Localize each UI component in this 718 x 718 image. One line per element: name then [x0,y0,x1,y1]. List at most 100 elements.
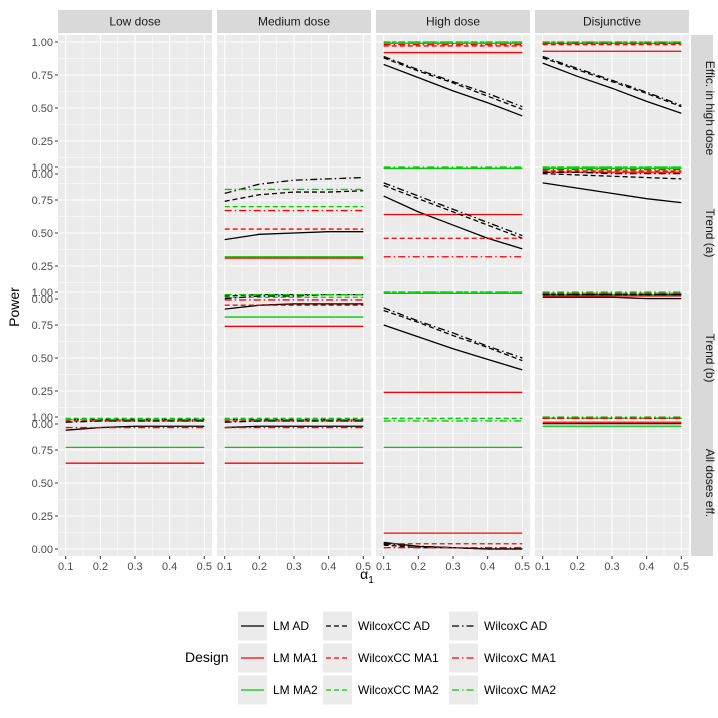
y-tick-label: 0.75 [32,70,53,82]
series-line [383,184,523,239]
x-tick-label: 0.4 [321,561,336,573]
x-tick-label: 0.3 [286,561,301,573]
column-strip [535,10,689,33]
series-line [542,62,682,114]
column-strip [217,10,371,33]
series-line [224,425,364,429]
y-tick-label: 1.00 [32,412,53,424]
facet-panel [376,35,530,181]
y-tick-label: 0.50 [32,478,53,490]
legend-label: WilcoxC MA1 [484,651,556,665]
series-line [383,309,523,362]
facet-panel [58,160,212,306]
facet-panel [217,410,371,556]
x-tick-label: 0.5 [674,561,689,573]
facet-panel [376,410,530,556]
x-tick-label: 0.3 [445,561,460,573]
facet-panel [376,160,530,306]
series-line [542,172,682,180]
facet-panel [535,410,689,556]
x-tick-label: 0.5 [197,561,212,573]
series-line [224,420,364,423]
row-strip [691,410,713,556]
legend: Design LM AD WilcoxCC AD WilcoxC AD LM MA1 W… [185,611,556,705]
x-tick-label: 0.2 [411,561,426,573]
y-tick-label: 1.00 [32,37,53,49]
x-axis-title-subscript: 1 [368,575,374,586]
y-tick-label: 0.75 [32,320,53,332]
legend-title: Design [185,649,229,665]
y-tick-label: 0.00 [32,419,53,431]
y-tick-label: 0.75 [32,195,53,207]
y-tick-label: 0.25 [32,261,53,273]
facet-panel [58,410,212,556]
x-tick-label: 0.2 [570,561,585,573]
series-line [65,420,205,423]
series-line [383,57,523,110]
series-line [224,176,364,195]
y-tick-label: 0.00 [32,169,53,181]
row-strip-label: Trend (b) [703,334,717,383]
series-line [383,195,523,250]
x-tick-label: 0.1 [376,561,391,573]
series-line [542,57,682,108]
facet-panel [217,285,371,431]
legend-label: WilcoxC AD [484,619,548,633]
x-tick-label: 0.2 [252,561,267,573]
column-strip-label: Medium dose [258,15,330,29]
series-line [542,55,682,106]
facet-panel [217,35,371,181]
column-strip-label: High dose [426,15,480,29]
series-line [224,190,364,202]
x-tick-label: 0.4 [162,561,177,573]
series-line [383,55,523,108]
legend-label: WilcoxCC AD [358,619,430,633]
series-line [224,231,364,241]
series-line [65,425,205,431]
series-line [383,182,523,237]
legend-label: LM AD [273,619,309,633]
x-tick-label: 0.5 [356,561,371,573]
panels-layer: Low dose Medium dose High dose Disjunctive E… [32,10,717,573]
y-tick-label: 0.00 [32,544,53,556]
facet-panel [535,285,689,431]
x-tick-label: 0.4 [639,561,654,573]
y-tick-label: 0.25 [32,511,53,523]
series-line [224,293,364,300]
y-axis-title: Power [6,287,22,327]
row-strip [691,35,713,181]
y-tick-label: 1.00 [32,162,53,174]
y-tick-label: 0.50 [32,353,53,365]
series-line [542,171,682,175]
facet-panel [58,35,212,181]
facet-panel [376,285,530,431]
series-line [383,63,523,117]
facet-panel [217,160,371,306]
facet-panel [535,35,689,181]
column-strip [376,10,530,33]
legend-label: WilcoxCC MA2 [358,683,439,697]
series-line [383,307,523,359]
column-strip-label: Low dose [109,15,161,29]
x-tick-label: 0.4 [480,561,495,573]
x-tick-label: 0.1 [58,561,73,573]
x-tick-label: 0.1 [535,561,550,573]
legend-label: WilcoxC MA2 [484,683,556,697]
y-tick-label: 0.25 [32,136,53,148]
x-tick-label: 0.3 [127,561,142,573]
series-line [224,303,364,310]
series-line [224,293,364,297]
row-strip-label: Effic. in high dose [703,61,717,156]
x-tick-label: 0.3 [604,561,619,573]
y-tick-label: 0.50 [32,103,53,115]
legend-label: LM MA2 [273,683,318,697]
y-tick-label: 0.50 [32,228,53,240]
row-strip-label: All doses eff. [703,449,717,517]
y-tick-label: 0.75 [32,445,53,457]
y-tick-label: 1.00 [32,287,53,299]
row-strip [691,160,713,306]
row-strip-label: Trend (a) [703,209,717,258]
series-line [542,182,682,204]
y-tick-label: 0.25 [32,386,53,398]
